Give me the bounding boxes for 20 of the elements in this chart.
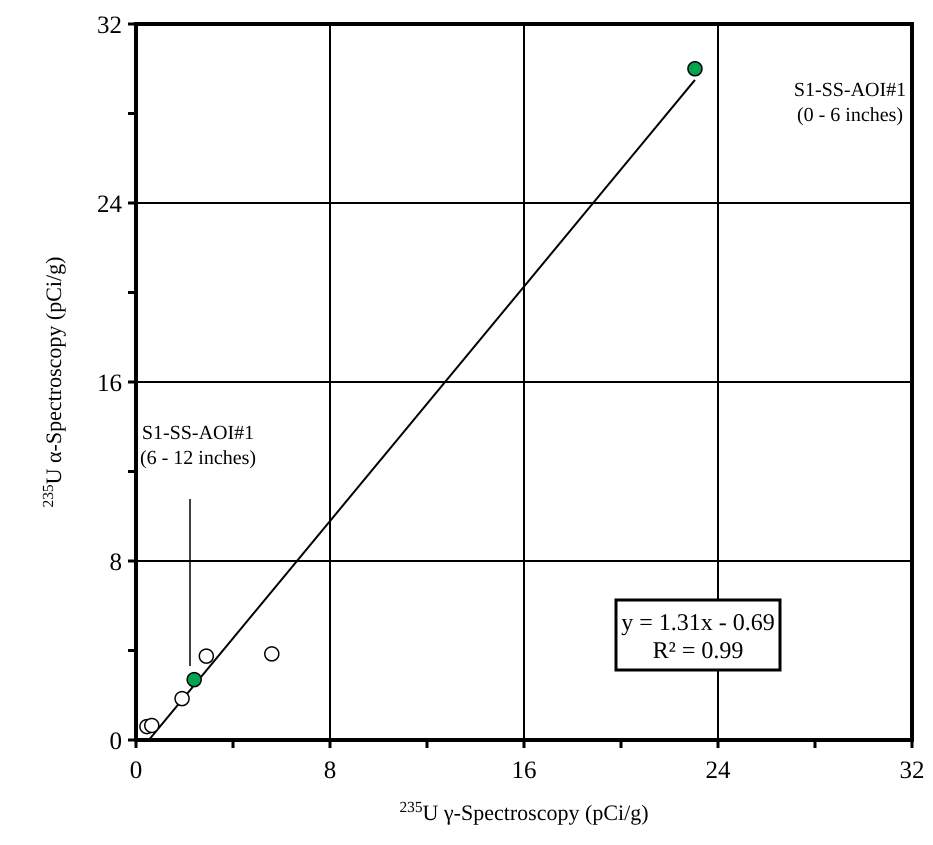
annotation: y = 1.31x - 0.69 R² = 0.99	[621, 610, 775, 664]
point	[186, 672, 202, 688]
x-tick-label: 8	[324, 757, 336, 784]
point	[687, 61, 703, 76]
x-tick-label: 16	[512, 757, 536, 784]
point	[264, 646, 280, 662]
point	[198, 648, 214, 664]
x-tick-label: 32	[900, 757, 924, 784]
y-tick-label: 0	[110, 728, 122, 755]
annotation: S1-SS-AOI#1 (0 - 6 inches)	[794, 79, 906, 126]
x-tick-label: 24	[706, 757, 731, 784]
point	[144, 718, 160, 734]
y-tick-label: 8	[110, 549, 122, 576]
point	[174, 690, 190, 706]
y-tick-label: 32	[97, 12, 122, 39]
x-tick-label: 0	[130, 757, 142, 784]
x-axis-title: $^{235}$U γ-Spectroscopy (pCi/g)	[399, 798, 649, 825]
y-tick-label: 24	[97, 191, 122, 218]
y-tick-label: 16	[97, 370, 122, 397]
annotation: S1-SS-AOI#1 (6 - 12 inches)	[140, 422, 256, 469]
